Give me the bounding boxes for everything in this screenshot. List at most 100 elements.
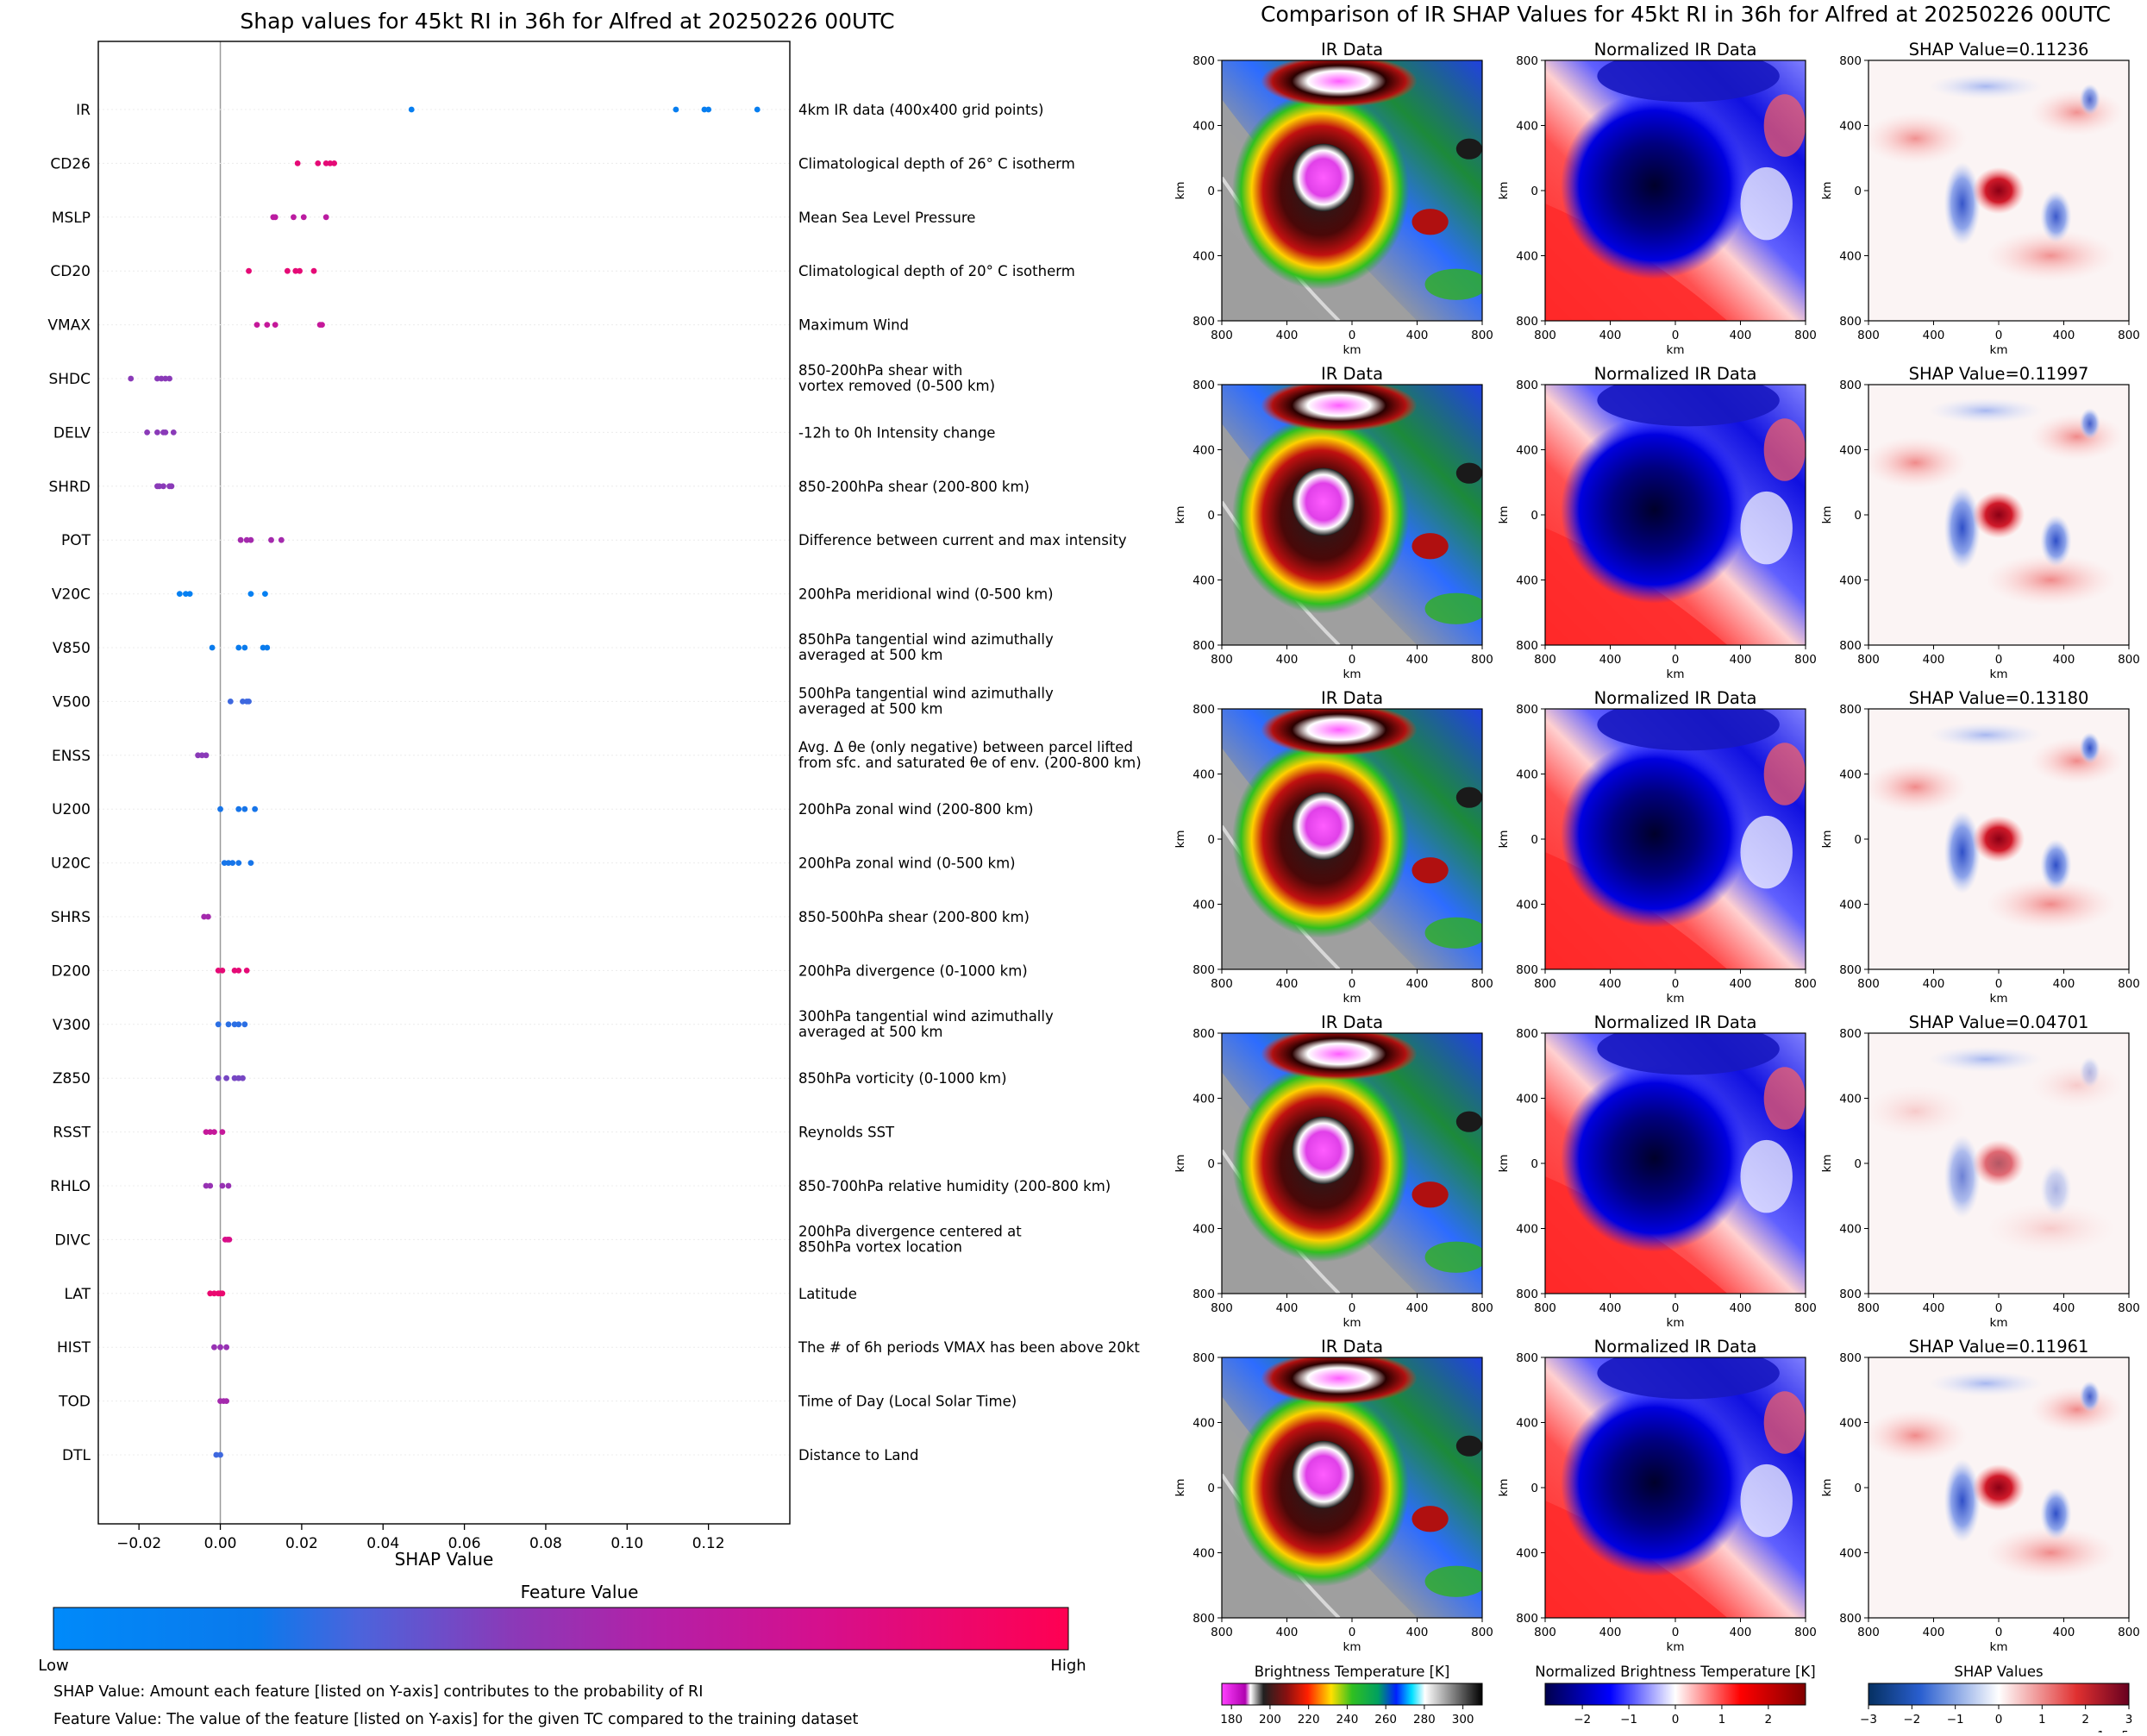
map-x-tick-label: 0 [1995,653,2003,667]
shap-point-z850 [231,1075,238,1081]
map-x-tick-label: 800 [1471,1626,1493,1639]
map-x-tick-label: 800 [1211,1626,1233,1639]
shap-point-u20c [235,860,242,866]
shap-positive-region [1985,1526,2116,1579]
feature-description-d200: 200hPa divergence (0-1000 km) [798,962,1028,979]
map-y-tick-label: 800 [1516,379,1538,392]
shap-plot-frame [97,41,791,1525]
shap-point-v500 [240,699,246,705]
normalized-core [1561,91,1749,279]
map-x-tick-label: 800 [2118,1301,2140,1315]
feature-description-shrs: 850-500hPa shear (200-800 km) [798,909,1030,925]
map-x-tick-label: 800 [1857,1626,1880,1639]
colorbar-gradient [53,1607,1069,1651]
shap-point-pot [278,536,285,543]
x-tick-label: 0.10 [610,1535,643,1552]
feature-label-u200: U200 [52,801,91,818]
normalized-northeast-patch [1763,418,1806,481]
shap-point-shrs [204,913,211,920]
feature-description-dtl: Distance to Land [798,1447,918,1463]
shap-map: SHAP Value=0.13180 800 400 0 400 800 km 800 400 0… [1820,688,2140,1006]
map-y-tick-label: 0 [1530,509,1538,523]
ir-north-cluster [1261,60,1418,108]
map-y-tick-label: 400 [1516,768,1538,782]
shap-map: SHAP Value=0.11236 800 400 0 400 800 km 800 400 0… [1820,40,2140,357]
map-y-tick-label: 400 [1516,1547,1538,1561]
shap-point-v300 [225,1021,232,1028]
map-colorbar-tick-label: 0 [1995,1713,2003,1727]
shap-map: SHAP Value=0.04701 800 400 0 400 800 km 800 400 0… [1820,1012,2140,1330]
map-y-tick-label: 800 [1192,315,1215,329]
map-y-tick-label: 800 [1839,963,1862,977]
map-x-tick-label: 0 [1672,1626,1680,1639]
shap-point-d200 [215,968,222,974]
map-y-tick-label: 0 [1530,185,1538,198]
map-x-tick-label: 400 [1406,1301,1429,1315]
shap-point-v300 [231,1021,238,1028]
normalized-image [1545,385,1806,645]
normalized-north-band [1597,60,1780,103]
ir-southeast-band [1424,592,1482,624]
map-y-axis-label: km [1497,182,1511,200]
ir-southeast-band [1424,917,1482,949]
x-axis-label: SHAP Value [395,1549,494,1570]
map-y-tick-label: 400 [1192,574,1215,588]
shap-points [128,106,761,1458]
map-y-tick-label: 0 [1854,1157,1862,1171]
shap-point-mslp [291,214,297,221]
shap-negative-core [1944,1134,1981,1219]
x-tick-label: 0.04 [366,1535,399,1552]
shap-point-v850 [209,644,216,651]
map-x-tick-label: 0 [1995,1626,2003,1639]
ir-east-cell [1455,138,1482,160]
map-title: SHAP Value=0.11236 [1909,40,2089,60]
shap-point-tod [223,1398,230,1404]
shap-image [1868,709,2129,969]
map-x-tick-label: 400 [1406,1626,1429,1639]
shap-negative-cell [2079,84,2100,116]
map-x-tick-label: 400 [1730,329,1752,342]
ir-image [1222,385,1482,645]
map-x-axis-label: km [1343,1640,1361,1654]
shap-image [1868,60,2129,321]
map-colorbar-tick-label: 180 [1220,1713,1243,1727]
map-title: SHAP Value=0.13180 [1909,688,2089,708]
map-y-tick-label: 400 [1516,444,1538,458]
shap-point-shrs [201,913,208,920]
feature-label-rsst: RSST [53,1125,91,1142]
shap-point-ir [673,106,679,113]
map-title: IR Data [1321,364,1383,384]
map-title: Normalized IR Data [1594,1337,1757,1357]
map-x-tick-label: 800 [1211,1301,1233,1315]
shap-plot-area: IR CD26 MSLP CD20 VMAX SHDC DELV SHRD POT V20C V85… [47,41,1142,1570]
map-x-axis-label: km [1343,992,1361,1006]
map-y-axis-label: km [1497,830,1511,849]
shap-map: SHAP Value=0.11961 800 400 0 400 800 km 800 400 0… [1820,1337,2140,1654]
shap-point-d200 [243,968,250,974]
map-x-axis-label: km [1343,343,1361,357]
map-x-tick-label: 800 [1534,329,1556,342]
shap-point-ir [408,106,415,113]
shap-point-pot [247,536,254,543]
map-y-tick-label: 800 [1516,963,1538,977]
shap-point-cd20 [292,267,299,274]
shap-point-delv [154,429,160,436]
map-y-tick-label: 800 [1192,1612,1215,1626]
map-title: SHAP Value=0.11997 [1909,364,2089,384]
map-x-tick-label: 0 [1672,329,1680,342]
map-x-tick-label: 400 [1276,653,1299,667]
shap-positive-region [2030,413,2124,461]
normalized-east-patch [1740,166,1793,241]
colorbar-high-label: High [1050,1657,1086,1675]
shap-point-shrd [168,483,175,490]
note-shap-value: SHAP Value: Amount each feature [listed … [53,1683,703,1701]
ir-north-cluster [1261,1357,1418,1405]
map-colorbar-tick-label: 240 [1336,1713,1359,1727]
map-y-tick-label: 400 [1192,250,1215,264]
normalized-core [1561,740,1749,928]
feature-description-rhlo: 850-700hPa relative humidity (200-800 km… [798,1178,1111,1194]
shap-map: SHAP Value=0.11997 800 400 0 400 800 km 800 400 0… [1820,364,2140,681]
map-colorbar: SHAP Values −3 −2 −1 0 1 2 3 1e−5 [1860,1664,2132,1736]
map-colorbar-gradient [1544,1683,1806,1706]
map-x-tick-label: 800 [1794,329,1817,342]
